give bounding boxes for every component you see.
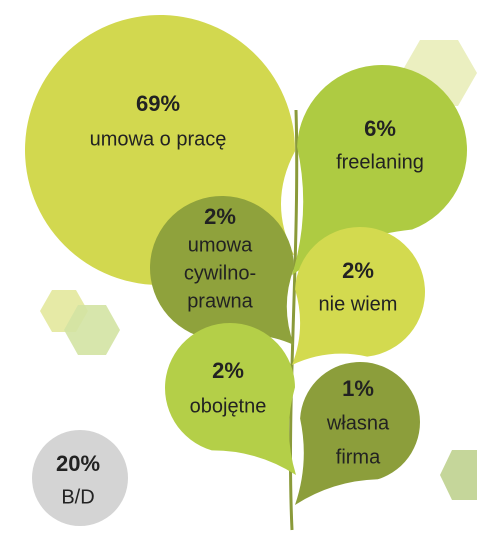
label: cywilno-	[184, 262, 256, 284]
label: prawna	[187, 290, 253, 312]
percent: 6%	[364, 116, 396, 141]
leaf	[292, 227, 426, 365]
labels: 69% umowa o pracę 6% freelaning 2% umowa cywil…	[56, 91, 424, 508]
leaves	[25, 15, 467, 526]
label: firma	[336, 446, 381, 468]
label: B/D	[61, 486, 94, 508]
hexagon	[440, 450, 477, 500]
leaf	[292, 64, 467, 275]
leaf	[295, 362, 421, 505]
percent: 1%	[342, 376, 374, 401]
label: nie wiem	[319, 293, 398, 315]
label: własna	[326, 412, 390, 434]
percent: 20%	[56, 451, 100, 476]
bubble	[32, 430, 128, 526]
label: obojętne	[190, 395, 267, 417]
leaf	[150, 196, 294, 345]
hexagon	[64, 305, 120, 355]
percent: 2%	[342, 258, 374, 283]
leaf	[165, 323, 296, 475]
percent: 69%	[136, 91, 180, 116]
stem	[288, 109, 299, 531]
label: umowa	[188, 234, 253, 256]
percent: 2%	[212, 358, 244, 383]
label: umowa o pracę	[90, 128, 227, 150]
percent: 2%	[204, 204, 236, 229]
label: freelaning	[336, 151, 424, 173]
